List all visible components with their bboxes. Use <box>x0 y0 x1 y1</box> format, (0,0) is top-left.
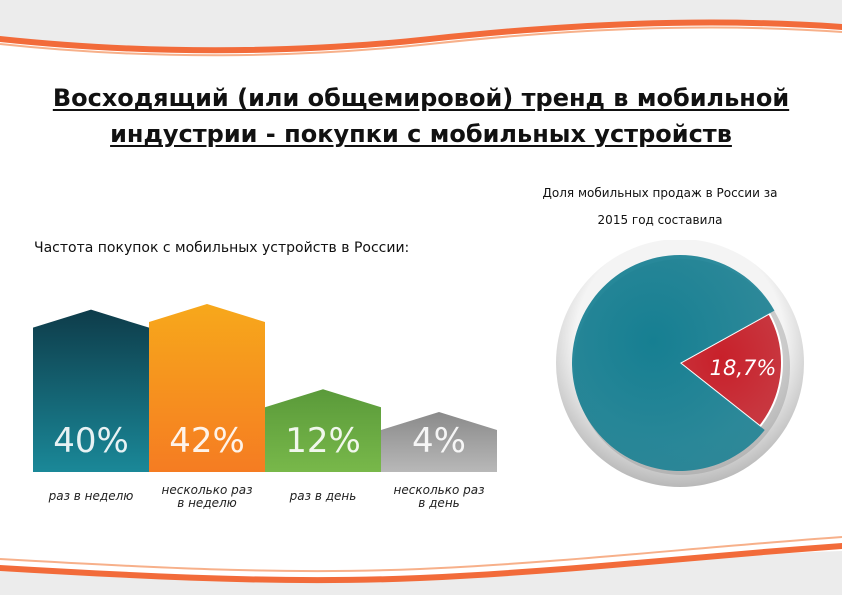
bar-1 <box>33 309 149 472</box>
bottom-wave-decoration <box>0 536 842 595</box>
bar-3 <box>265 389 381 472</box>
pie-slice-1 <box>678 312 783 428</box>
bar-chart: 40% раз в неделю 42% несколько раз в неделю 1… <box>33 304 497 510</box>
pie-slice-label-1: 18,7% <box>710 356 777 380</box>
top-wave-decoration <box>0 0 842 57</box>
bar-category-label-2: несколько раз в неделю <box>162 483 253 510</box>
pie-caption-line-2: 2015 год составила <box>597 213 723 227</box>
bar-2 <box>149 304 265 472</box>
pie-caption: Доля мобильных продаж в России за 2015 г… <box>520 180 800 234</box>
pie-slice-2 <box>572 255 775 471</box>
bar-4 <box>381 412 497 472</box>
pie-chart: 18,7% <box>556 240 804 487</box>
title-line-2: индустрии - покупки с мобильных устройст… <box>110 120 732 148</box>
bar-category-label-1: раз в неделю <box>48 489 134 503</box>
page-title: Восходящий (или общемировой) тренд в моб… <box>20 80 822 152</box>
bar-chart-caption: Частота покупок с мобильных устройств в … <box>34 240 410 256</box>
bar-value-label-1: 40% <box>53 421 129 461</box>
bar-value-label-2: 42% <box>169 421 245 461</box>
bar-category-label-4: несколько раз в день <box>394 483 485 510</box>
title-line-1: Восходящий (или общемировой) тренд в моб… <box>52 84 790 112</box>
bar-value-label-4: 4% <box>412 421 466 461</box>
pie-caption-line-1: Доля мобильных продаж в России за <box>542 186 778 200</box>
bar-value-label-3: 12% <box>285 421 361 461</box>
bar-category-label-3: раз в день <box>289 489 357 503</box>
